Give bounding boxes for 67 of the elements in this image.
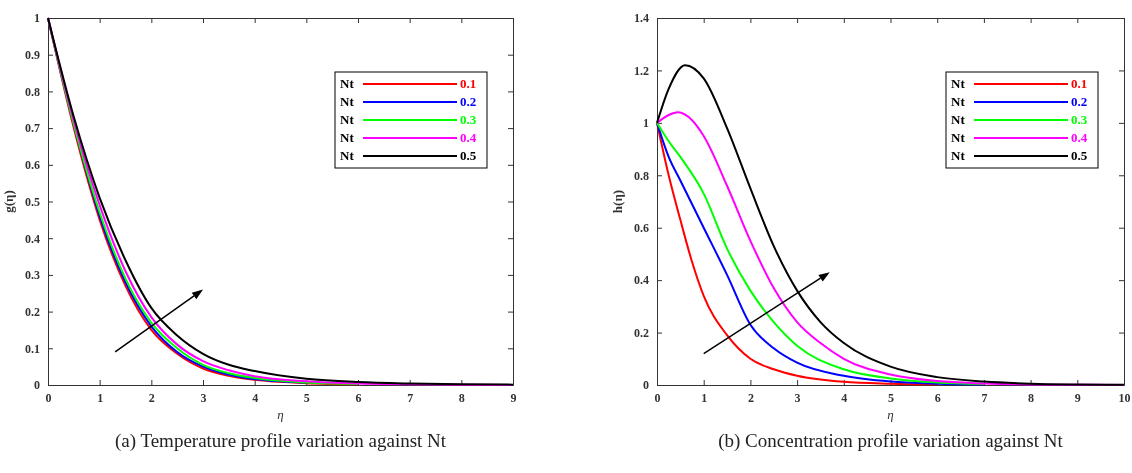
line-series: [47, 17, 514, 386]
x-tick-label: 0: [654, 390, 661, 405]
x-tick-label: 4: [841, 390, 848, 405]
text: Nt: [951, 148, 965, 163]
legend-title: Nt: [340, 76, 355, 91]
legend-title: Nt: [951, 76, 966, 91]
x-tick-label: 2: [148, 390, 155, 405]
text: Nt: [340, 112, 354, 127]
text: 0.1: [1071, 76, 1088, 91]
y-tick-label: 0.3: [25, 268, 40, 283]
x-tick-label: 4: [252, 390, 259, 405]
y-tick-label: 0.8: [25, 84, 40, 99]
x-tick-label: 5: [303, 390, 310, 405]
y-axis-title: h(η): [610, 189, 625, 214]
y-axis-title: g(η): [1, 190, 16, 213]
x-tick-label: 10: [1118, 390, 1131, 405]
text: (b) Concentration profile variation against Nt: [718, 430, 1064, 452]
text: Nt: [951, 130, 965, 145]
x-tick-label: 9: [510, 390, 517, 405]
y-tick-label: 0.5: [25, 194, 40, 209]
text: Nt: [951, 112, 965, 127]
y-tick-label: 0.2: [634, 325, 649, 340]
text: 0.3: [1071, 112, 1088, 127]
x-tick-label: 6: [355, 390, 362, 405]
text: (a) Temperature profile variation against Nt: [114, 430, 447, 452]
text: Nt: [340, 148, 354, 163]
y-tick-label: 0.8: [634, 168, 649, 183]
x-tick-label: 3: [200, 390, 207, 405]
text: Nt: [951, 94, 965, 109]
x-tick-label: 7: [981, 390, 988, 405]
x-axis-title: η: [277, 407, 284, 422]
y-tick-label: 0.4: [25, 231, 40, 246]
y-tick-label: 1.2: [634, 63, 649, 78]
x-tick-label: 9: [1074, 390, 1081, 405]
x-axis-title: η: [887, 407, 894, 422]
y-tick-label: 0.7: [25, 121, 40, 136]
text: 0.3: [460, 112, 477, 127]
x-tick-label: 7: [407, 390, 414, 405]
x-tick-label: 1: [97, 390, 104, 405]
x-tick-label: 1: [701, 390, 708, 405]
y-tick-label: 1.4: [634, 11, 649, 26]
y-tick-label: 0: [643, 378, 649, 393]
text: 0.5: [460, 148, 477, 163]
text: 0.5: [1071, 148, 1088, 163]
y-tick-label: 0.6: [25, 158, 40, 173]
y-tick-label: 0.1: [25, 341, 40, 356]
text: 0.4: [460, 130, 477, 145]
x-tick-label: 3: [794, 390, 801, 405]
y-tick-label: 0.9: [25, 48, 40, 63]
x-tick-label: 6: [934, 390, 941, 405]
x-tick-label: 5: [888, 390, 894, 405]
y-tick-label: 1: [643, 116, 649, 131]
y-tick-label: 0.2: [25, 304, 40, 319]
x-tick-label: 0: [45, 390, 52, 405]
x-tick-label: 8: [458, 390, 465, 405]
text: Nt: [340, 94, 354, 109]
y-tick-label: 0: [34, 378, 40, 393]
text: Nt: [340, 130, 354, 145]
y-tick-label: 0.6: [634, 221, 649, 236]
x-tick-label: 8: [1028, 390, 1035, 405]
y-tick-label: 0.4: [634, 273, 649, 288]
text: 0.1: [460, 76, 477, 91]
y-tick-label: 1: [34, 11, 40, 26]
text: 0.2: [1071, 94, 1088, 109]
text: 0.2: [460, 94, 477, 109]
text: 0.4: [1071, 130, 1088, 145]
x-tick-label: 2: [747, 390, 754, 405]
